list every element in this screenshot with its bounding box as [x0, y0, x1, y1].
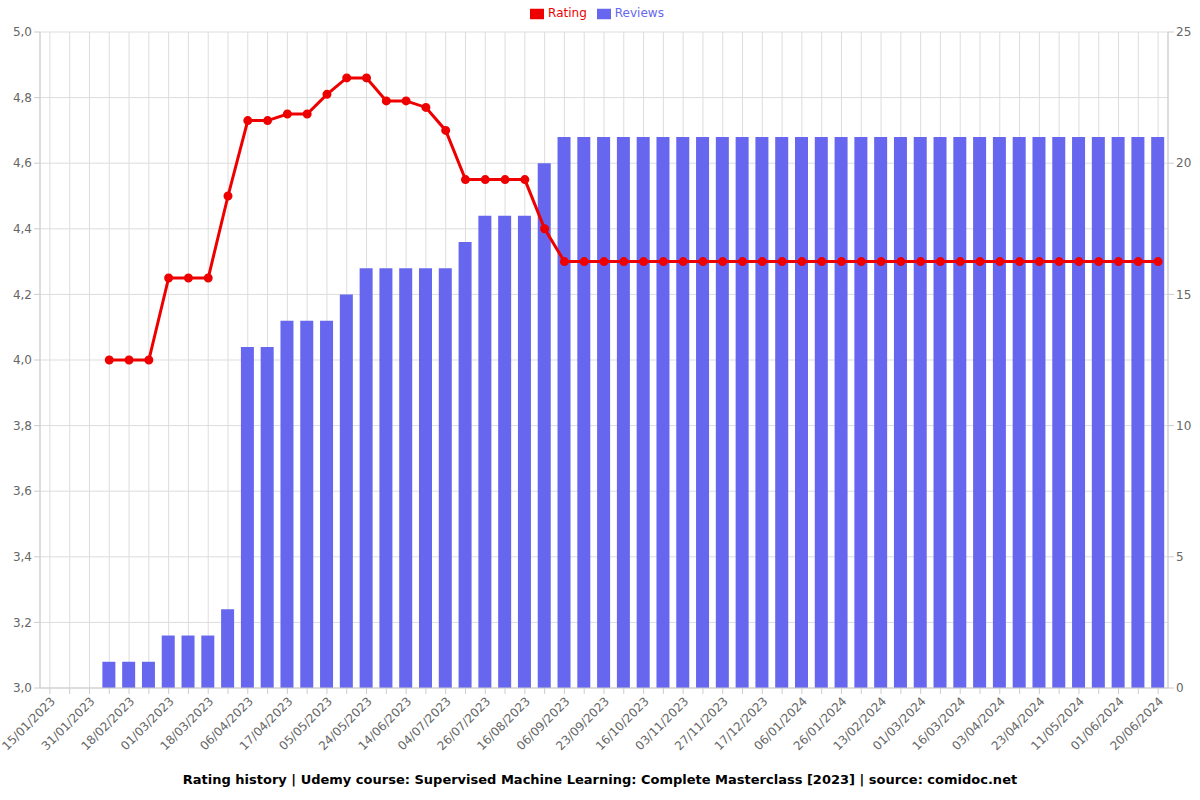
html-text:Rating: Rating	[548, 6, 587, 20]
svg-text:23/04/2024: 23/04/2024	[988, 694, 1048, 754]
svg-text:18/03/2023: 18/03/2023	[157, 694, 217, 754]
svg-text:3,0: 3,0	[13, 681, 32, 695]
svg-text:3,8: 3,8	[13, 419, 32, 433]
svg-text:26/07/2023: 26/07/2023	[434, 694, 494, 754]
svg-text:04/07/2023: 04/07/2023	[395, 694, 454, 754]
svg-text:4,2: 4,2	[13, 288, 32, 302]
svg-text:4,8: 4,8	[13, 91, 32, 105]
svg-text:31/01/2023: 31/01/2023	[38, 694, 98, 754]
svg-text:18/02/2023: 18/02/2023	[78, 694, 138, 754]
svg-text:3,2: 3,2	[13, 616, 32, 630]
svg-text:5,0: 5,0	[13, 25, 32, 39]
svg-text:06/09/2023: 06/09/2023	[513, 694, 573, 754]
svg-text:3,6: 3,6	[13, 484, 32, 498]
svg-text:0: 0	[1176, 681, 1184, 695]
svg-text:16/08/2023: 16/08/2023	[474, 694, 533, 754]
svg-text:14/06/2023: 14/06/2023	[355, 694, 415, 754]
svg-text:16/10/2023: 16/10/2023	[592, 694, 652, 754]
svg-text:01/03/2023: 01/03/2023	[118, 694, 177, 754]
html-text:Reviews: Reviews	[614, 6, 664, 20]
svg-text:20: 20	[1176, 156, 1191, 170]
svg-text:03/11/2023: 03/11/2023	[632, 694, 692, 754]
svg-text:15: 15	[1176, 288, 1191, 302]
svg-text:06/04/2023: 06/04/2023	[197, 694, 256, 754]
svg-text:06/01/2024: 06/01/2024	[751, 694, 810, 754]
svg-text:4,4: 4,4	[13, 222, 32, 236]
svg-text:13/02/2024: 13/02/2024	[830, 694, 890, 754]
svg-text:17/04/2023: 17/04/2023	[236, 694, 296, 754]
svg-text:4,6: 4,6	[13, 156, 32, 170]
svg-text:03/04/2024: 03/04/2024	[949, 694, 1008, 754]
svg-text:11/05/2024: 11/05/2024	[1028, 694, 1088, 754]
svg-text:4,0: 4,0	[13, 353, 32, 367]
svg-text:26/01/2024: 26/01/2024	[790, 694, 850, 754]
html-text:Rating history | Udemy course:: Rating history | Udemy course: Supervise…	[182, 772, 1018, 787]
svg-text:20/06/2024: 20/06/2024	[1107, 694, 1166, 753]
svg-text:24/05/2023: 24/05/2023	[315, 694, 375, 754]
svg-text:3,4: 3,4	[13, 550, 32, 564]
svg-text:16/03/2024: 16/03/2024	[909, 694, 969, 754]
svg-text:05/05/2023: 05/05/2023	[276, 694, 336, 754]
svg-text:01/06/2024: 01/06/2024	[1067, 694, 1127, 754]
svg-text:23/09/2023: 23/09/2023	[553, 694, 613, 754]
svg-text:10: 10	[1176, 419, 1191, 433]
svg-text:17/12/2023: 17/12/2023	[711, 694, 771, 754]
svg-text:27/11/2023: 27/11/2023	[672, 694, 731, 754]
svg-text:5: 5	[1176, 550, 1184, 564]
svg-text:25: 25	[1176, 25, 1191, 39]
svg-text:01/03/2024: 01/03/2024	[870, 694, 929, 754]
